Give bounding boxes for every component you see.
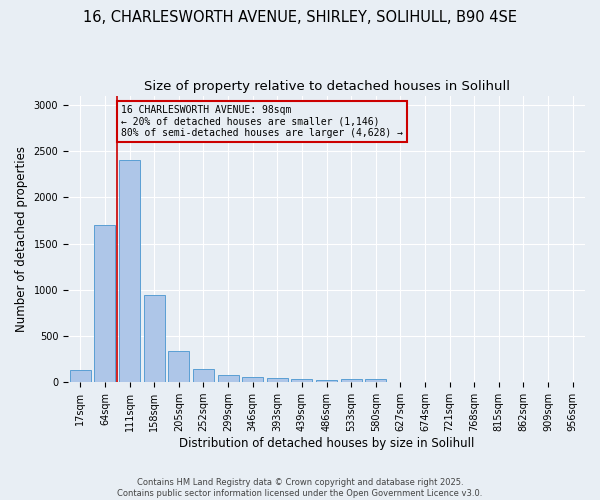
Bar [292,380,313,382]
Bar [70,370,91,382]
X-axis label: Distribution of detached houses by size in Solihull: Distribution of detached houses by size … [179,437,474,450]
Bar [193,370,214,382]
Bar [218,375,239,382]
Y-axis label: Number of detached properties: Number of detached properties [15,146,28,332]
Bar [365,380,386,382]
Text: 16 CHARLESWORTH AVENUE: 98sqm
← 20% of detached houses are smaller (1,146)
80% o: 16 CHARLESWORTH AVENUE: 98sqm ← 20% of d… [121,105,403,138]
Bar [316,380,337,382]
Title: Size of property relative to detached houses in Solihull: Size of property relative to detached ho… [143,80,509,93]
Bar [242,377,263,382]
Text: 16, CHARLESWORTH AVENUE, SHIRLEY, SOLIHULL, B90 4SE: 16, CHARLESWORTH AVENUE, SHIRLEY, SOLIHU… [83,10,517,25]
Bar [341,379,362,382]
Bar [94,225,115,382]
Bar [267,378,288,382]
Bar [119,160,140,382]
Text: Contains HM Land Registry data © Crown copyright and database right 2025.
Contai: Contains HM Land Registry data © Crown c… [118,478,482,498]
Bar [144,296,164,382]
Bar [169,351,189,382]
